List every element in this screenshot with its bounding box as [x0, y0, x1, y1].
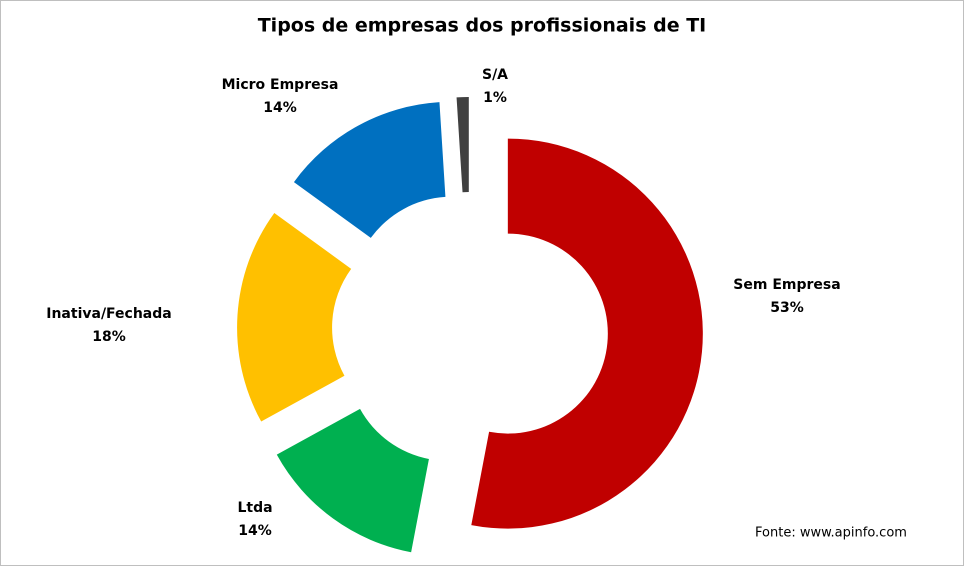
slice-label: Micro Empresa — [222, 77, 339, 93]
slice-label: Sem Empresa — [733, 277, 840, 293]
donut-slice — [237, 212, 352, 422]
donut-slice — [471, 138, 703, 529]
slice-value-label: 53% — [770, 300, 804, 316]
slice-value-label: 18% — [92, 329, 126, 345]
slice-label: Inativa/Fechada — [46, 306, 171, 322]
slice-value-label: 14% — [263, 100, 297, 116]
slice-value-label: 1% — [483, 90, 507, 106]
donut-slice — [456, 97, 469, 193]
source-note: Fonte: www.apinfo.com — [755, 526, 907, 541]
donut-slice — [293, 102, 446, 238]
slice-value-label: 14% — [238, 523, 272, 539]
donut-slice — [276, 408, 429, 553]
chart-title: Tipos de empresas dos profissionais de T… — [258, 15, 707, 37]
slice-label: Ltda — [237, 500, 272, 516]
slice-label: S/A — [482, 67, 508, 83]
